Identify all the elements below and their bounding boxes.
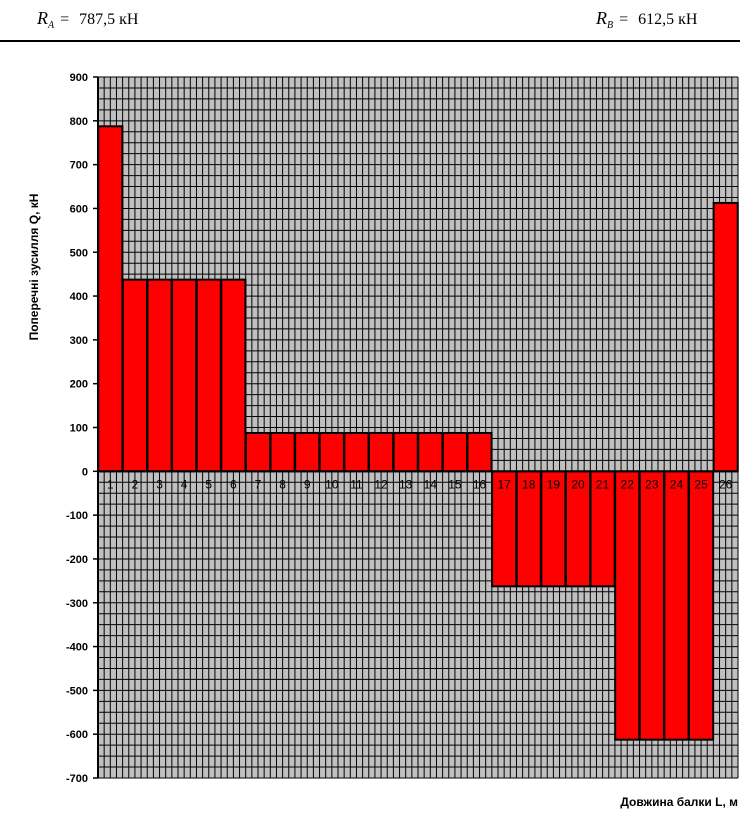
header-divider — [0, 40, 740, 42]
reaction-a-symbol: R — [37, 8, 48, 28]
bar-series — [97, 125, 739, 741]
y-tick-label: 200 — [70, 379, 88, 391]
reaction-b-value: 612,5 кН — [638, 11, 698, 28]
bar-7 — [244, 431, 272, 473]
reaction-a-subscript: A — [48, 20, 55, 31]
bar-13 — [392, 431, 419, 473]
y-tick-label: -100 — [66, 510, 88, 522]
x-tick-label: 8 — [279, 477, 286, 491]
bar-14 — [417, 431, 444, 473]
x-tick-label: 4 — [181, 477, 188, 491]
y-tick-label: 600 — [70, 203, 88, 215]
x-tick-label: 1 — [107, 477, 114, 491]
x-tick-label: 23 — [645, 477, 659, 491]
bar-10 — [318, 431, 345, 473]
x-tick-label: 24 — [670, 477, 684, 491]
x-tick-label: 17 — [497, 477, 511, 491]
y-tick-labels: -700 -600 -500 -400 -300 -200 -100 0 100 200 300 40… — [66, 72, 88, 785]
reaction-a-label: RA = 787,5 кН — [37, 8, 138, 31]
bar-9 — [294, 431, 321, 473]
y-tick-label: -200 — [66, 554, 88, 566]
x-tick-label: 26 — [719, 477, 733, 491]
bar-2 — [121, 278, 148, 473]
bar-11 — [343, 431, 370, 473]
x-tick-label: 7 — [255, 477, 262, 491]
bar-22 — [614, 470, 641, 741]
y-tick-label: 800 — [70, 116, 88, 128]
x-tick-label: 11 — [350, 477, 363, 491]
y-tick-label: -500 — [66, 685, 88, 697]
y-tick-label: 0 — [82, 466, 88, 478]
bar-26 — [712, 201, 739, 473]
x-tick-label: 9 — [304, 477, 311, 491]
y-tick-label: 300 — [70, 335, 88, 347]
y-tick-label: 100 — [70, 423, 88, 435]
bar-16 — [466, 431, 493, 473]
x-tick-labels: 1 2 3 4 5 6 7 8 9 10 11 12 13 14 15 16 17 18 19 20 21 22 23 24 2… — [107, 477, 733, 491]
bar-15 — [441, 431, 468, 473]
x-tick-label: 25 — [694, 477, 708, 491]
bar-5 — [195, 278, 222, 473]
bar-23 — [638, 470, 665, 741]
y-tick-label: 700 — [70, 160, 88, 172]
bar-24 — [663, 470, 690, 741]
shear-force-chart: -700 -600 -500 -400 -300 -200 -100 0 100 200 300 40… — [27, 72, 739, 809]
bar-6 — [220, 278, 247, 473]
reaction-b-subscript: B — [607, 20, 614, 31]
bar-25 — [688, 470, 715, 741]
x-tick-label: 12 — [374, 477, 388, 491]
bar-20 — [564, 470, 592, 588]
x-tick-label: 2 — [132, 477, 139, 491]
y-tick-label: -400 — [66, 642, 88, 654]
reaction-b-symbol: R — [596, 8, 607, 28]
y-tick-label: 400 — [70, 291, 88, 303]
x-tick-label: 22 — [621, 477, 635, 491]
bar-3 — [146, 278, 173, 473]
bar-19 — [540, 470, 567, 588]
reaction-a-equals: = — [60, 11, 70, 28]
x-tick-label: 18 — [522, 477, 536, 491]
x-tick-label: 19 — [547, 477, 561, 491]
y-tick-label: -300 — [66, 598, 88, 610]
bar-1 — [97, 125, 124, 473]
bar-4 — [171, 278, 198, 473]
x-tick-label: 20 — [571, 477, 585, 491]
reaction-a-value: 787,5 кН — [79, 11, 139, 28]
x-tick-label: 10 — [325, 477, 339, 491]
reaction-b-equals: = — [619, 11, 629, 28]
x-axis-label: Довжина балки L, м — [620, 795, 738, 809]
y-tick-label: 900 — [70, 72, 88, 84]
y-tick-label: 500 — [70, 247, 88, 259]
x-tick-label: 3 — [156, 477, 163, 491]
y-axis-label: Поперечні зусилля Q, кН — [27, 194, 41, 341]
x-tick-label: 15 — [448, 477, 462, 491]
x-tick-label: 13 — [399, 477, 413, 491]
x-tick-label: 21 — [596, 477, 610, 491]
reaction-b-label: RB = 612,5 кН — [596, 8, 697, 31]
y-tick-label: -600 — [66, 729, 88, 741]
bar-21 — [589, 470, 616, 588]
x-tick-label: 5 — [205, 477, 212, 491]
x-tick-label: 6 — [230, 477, 237, 491]
bar-12 — [368, 431, 395, 473]
x-tick-label: 14 — [424, 477, 438, 491]
bar-8 — [269, 431, 296, 473]
y-tick-label: -700 — [66, 773, 88, 785]
chart-axes — [93, 76, 738, 779]
x-tick-label: 16 — [473, 477, 487, 491]
